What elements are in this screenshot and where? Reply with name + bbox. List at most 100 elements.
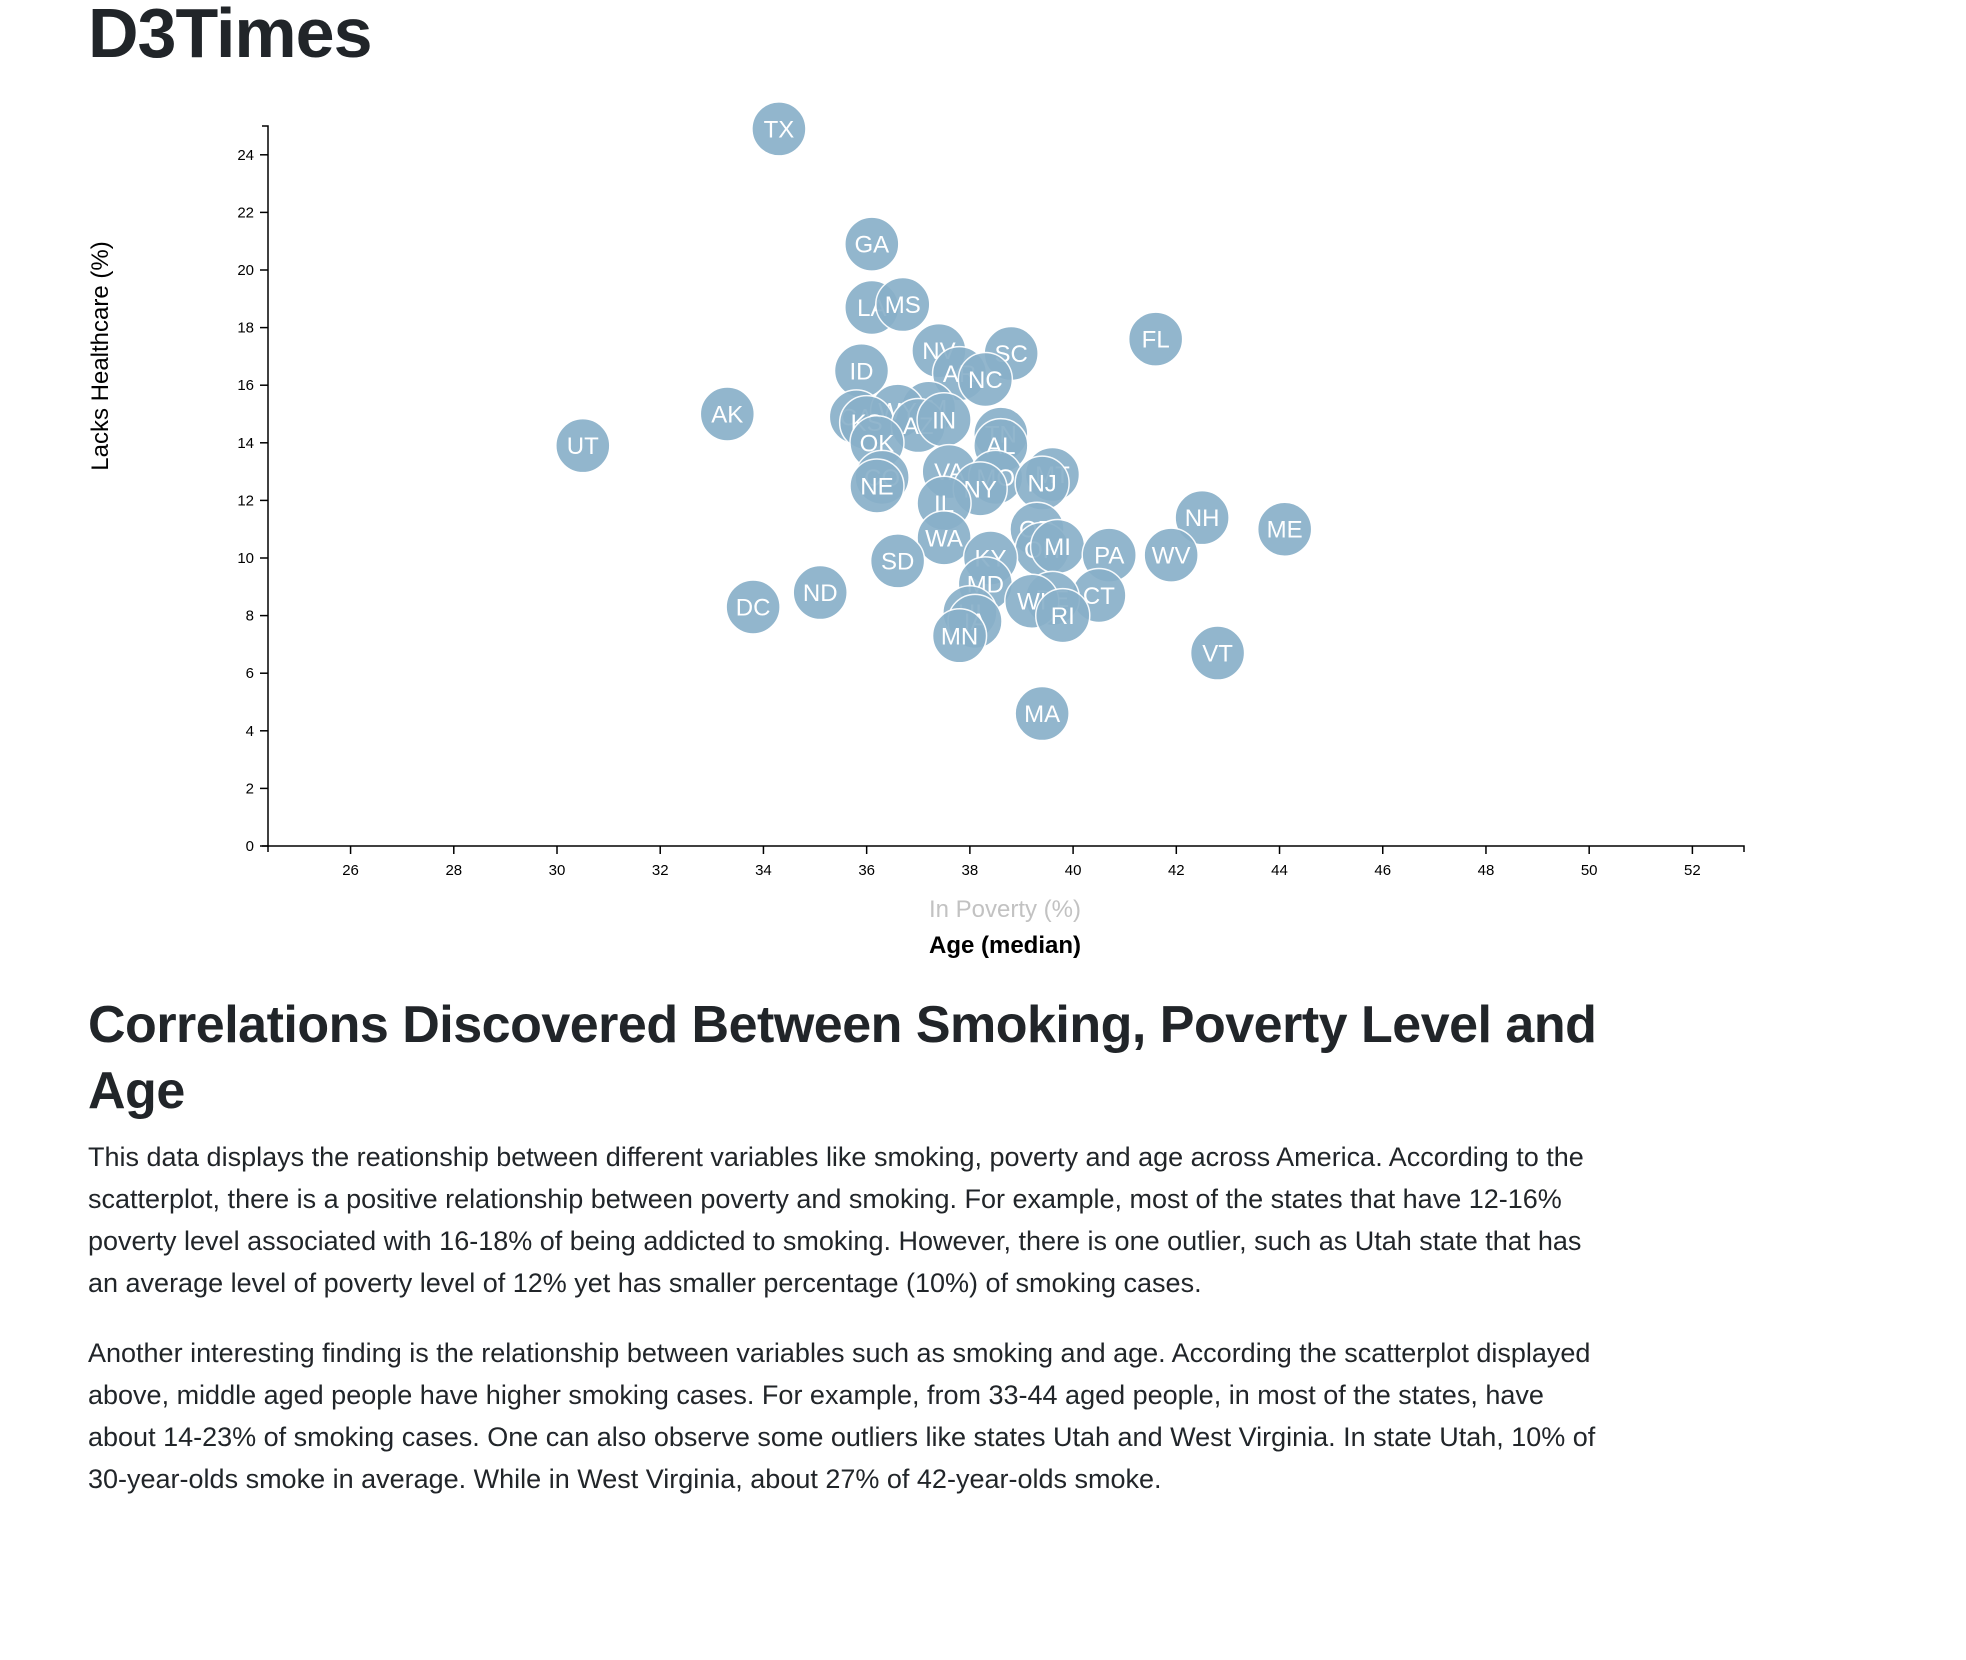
state-point[interactable]: WV: [1143, 527, 1199, 583]
state-point[interactable]: MA: [1014, 685, 1070, 742]
x-axis-title-option[interactable]: Age (median): [929, 932, 1081, 959]
state-circle[interactable]: [1189, 625, 1246, 681]
x-tick-label: 32: [652, 862, 669, 879]
state-point[interactable]: IN: [916, 392, 972, 448]
state-label: MN: [941, 623, 978, 650]
state-point[interactable]: TX: [751, 101, 807, 157]
y-tick-label: 6: [246, 665, 254, 682]
state-point[interactable]: ME: [1256, 501, 1313, 557]
x-tick-label: 26: [342, 862, 359, 879]
state-point[interactable]: SD: [869, 533, 926, 589]
y-tick-label: 18: [237, 320, 254, 337]
state-circle[interactable]: [555, 417, 611, 474]
y-tick-label: 20: [237, 262, 254, 279]
state-label: MA: [1024, 701, 1060, 728]
state-label: NC: [968, 367, 1003, 394]
state-point[interactable]: MS: [875, 276, 931, 333]
y-tick-label: 0: [246, 838, 254, 855]
state-circle[interactable]: [849, 458, 905, 514]
state-point[interactable]: AK: [699, 386, 756, 442]
state-label: ND: [803, 580, 838, 607]
state-circle[interactable]: [1127, 311, 1184, 367]
article: Correlations Discovered Between Smoking,…: [88, 992, 1608, 1528]
state-circle[interactable]: [931, 608, 988, 664]
state-circle[interactable]: [1035, 587, 1091, 644]
state-label: ME: [1267, 517, 1303, 544]
state-circle[interactable]: [751, 101, 807, 157]
state-label: SD: [881, 548, 914, 575]
state-point[interactable]: ND: [792, 564, 848, 621]
state-label: FL: [1142, 327, 1170, 354]
state-point[interactable]: NE: [849, 458, 905, 514]
state-point[interactable]: MI: [1029, 518, 1086, 575]
state-circle[interactable]: [916, 510, 972, 566]
state-point[interactable]: RI: [1035, 587, 1091, 644]
y-tick-label: 10: [237, 550, 254, 567]
state-label: ID: [849, 358, 873, 385]
y-axis-line: [262, 125, 269, 847]
x-tick-label: 46: [1374, 862, 1391, 879]
x-tick-label: 36: [858, 862, 875, 879]
x-axis-titles: In Poverty (%) Age (median): [929, 896, 1081, 959]
state-circle[interactable]: [1014, 685, 1070, 742]
state-circle[interactable]: [844, 216, 900, 272]
state-point[interactable]: SC: [983, 325, 1039, 382]
state-label: UT: [567, 433, 599, 460]
state-point[interactable]: NH: [1174, 489, 1230, 546]
x-tick-label: 38: [962, 862, 979, 879]
state-point[interactable]: UT: [555, 417, 611, 474]
x-tick-label: 30: [549, 862, 566, 879]
x-tick-label: 50: [1581, 862, 1598, 879]
x-tick-label: 28: [445, 862, 462, 879]
state-label: NJ: [1027, 471, 1056, 498]
article-heading: Correlations Discovered Between Smoking,…: [88, 996, 1597, 1120]
state-circle[interactable]: [699, 386, 756, 442]
y-tick-label: 14: [237, 435, 254, 452]
state-circle[interactable]: [1256, 501, 1313, 557]
x-tick-label: 44: [1271, 862, 1288, 879]
y-tick-label: 4: [246, 723, 254, 740]
x-axis-line: [267, 845, 1745, 852]
y-tick-label: 22: [237, 204, 254, 221]
state-circle[interactable]: [875, 276, 931, 333]
x-tick-label: 42: [1168, 862, 1185, 879]
x-tick-label: 48: [1478, 862, 1495, 879]
x-axis: 26 28 30 32 34 36 38 40 42 44 46 48 50 52: [267, 845, 1745, 879]
state-circle[interactable]: [1143, 527, 1199, 583]
state-label: IN: [932, 407, 956, 434]
state-label: MI: [1044, 534, 1071, 561]
state-label: RI: [1051, 603, 1075, 630]
site-title: D3Times: [88, 0, 373, 72]
state-point[interactable]: WA: [916, 510, 972, 566]
state-point[interactable]: NJ: [1014, 455, 1070, 511]
state-label: PA: [1094, 543, 1124, 570]
state-point[interactable]: FL: [1127, 311, 1184, 367]
state-point[interactable]: DC: [725, 579, 781, 635]
state-circle[interactable]: [957, 351, 1014, 408]
state-label: WV: [1152, 543, 1191, 570]
state-circle[interactable]: [725, 579, 781, 635]
state-label: WA: [925, 525, 963, 552]
state-point[interactable]: MN: [931, 608, 988, 664]
state-circle[interactable]: [869, 533, 926, 589]
scatter-points: TXGALAMSFLNVSCARNCIDAKNMCAWYKSAZINUTOKTN…: [555, 101, 1313, 742]
state-point[interactable]: NC: [957, 351, 1014, 408]
y-tick-label: 12: [237, 492, 254, 509]
x-tick-label: 40: [1065, 862, 1082, 879]
state-circle[interactable]: [792, 564, 848, 621]
state-label: AK: [711, 402, 743, 429]
scatter-chart: 26 28 30 32 34 36 38 40 42 44 46 48 50 52 02468101214…: [87, 101, 1745, 959]
x-axis-title-option[interactable]: In Poverty (%): [929, 896, 1081, 923]
state-label: NE: [860, 474, 893, 501]
state-point[interactable]: GA: [844, 216, 900, 272]
state-label: MS: [885, 292, 921, 319]
state-point[interactable]: ID: [833, 343, 890, 399]
state-label: DC: [736, 594, 771, 621]
state-point[interactable]: VT: [1189, 625, 1246, 681]
state-label: VT: [1202, 641, 1233, 668]
y-tick-label: 24: [237, 147, 254, 164]
article-paragraph-1: This data displays the reationship betwe…: [88, 1142, 1584, 1298]
y-axis-title[interactable]: Lacks Healthcare (%): [87, 241, 114, 470]
state-circle[interactable]: [1174, 489, 1230, 546]
